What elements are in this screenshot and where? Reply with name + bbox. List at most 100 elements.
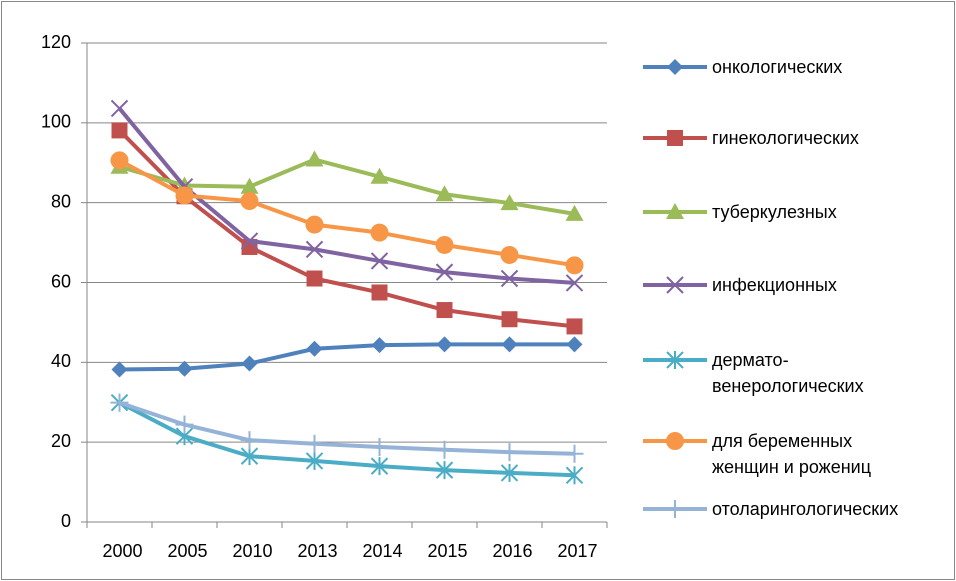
marker bbox=[370, 457, 389, 476]
x-tick-label: 2017 bbox=[557, 541, 597, 561]
y-tick-label: 0 bbox=[61, 511, 71, 531]
marker bbox=[371, 337, 388, 354]
marker bbox=[435, 461, 454, 480]
legend-label: инфекционных bbox=[712, 275, 837, 295]
marker bbox=[666, 500, 684, 518]
marker bbox=[111, 122, 128, 139]
marker-shape bbox=[371, 337, 388, 354]
marker-shape bbox=[110, 99, 129, 118]
marker-shape bbox=[111, 122, 128, 139]
legend-label: дермато- венерологических bbox=[712, 350, 864, 396]
marker-shape bbox=[435, 263, 454, 281]
marker-shape bbox=[370, 223, 389, 242]
y-tick-label: 40 bbox=[51, 351, 71, 371]
marker bbox=[501, 311, 518, 328]
legend-label: отоларингологических bbox=[712, 499, 899, 519]
x-tick-label: 2010 bbox=[232, 541, 272, 561]
marker-shape bbox=[501, 336, 518, 353]
y-tick-label: 20 bbox=[51, 431, 71, 451]
marker-shape bbox=[566, 318, 583, 335]
marker-shape bbox=[435, 235, 454, 254]
marker bbox=[565, 256, 584, 275]
marker-shape bbox=[565, 204, 584, 221]
marker bbox=[240, 431, 259, 450]
x-tick-label: 2005 bbox=[167, 541, 207, 561]
marker bbox=[565, 204, 584, 221]
marker bbox=[435, 263, 454, 281]
marker-shape bbox=[566, 336, 583, 353]
marker-shape bbox=[306, 340, 323, 357]
series-line bbox=[119, 342, 575, 372]
marker-shape bbox=[305, 240, 324, 259]
marker bbox=[176, 360, 193, 377]
legend-label: онкологических bbox=[712, 57, 843, 77]
marker bbox=[370, 252, 389, 270]
marker bbox=[500, 269, 519, 288]
marker bbox=[371, 284, 388, 301]
x-tick-label: 2015 bbox=[427, 541, 467, 561]
legend-label: для беременных женщин и рожениц bbox=[712, 431, 872, 477]
marker bbox=[666, 351, 684, 369]
marker-shape bbox=[667, 59, 683, 75]
marker bbox=[666, 203, 684, 219]
y-tick-label: 80 bbox=[51, 191, 71, 211]
marker-shape bbox=[667, 130, 683, 146]
marker-shape bbox=[370, 252, 389, 270]
series-line bbox=[118, 400, 575, 456]
marker-shape bbox=[565, 274, 584, 292]
marker bbox=[305, 434, 324, 453]
marker-shape bbox=[666, 432, 684, 450]
marker bbox=[435, 440, 454, 459]
marker-shape bbox=[371, 284, 388, 301]
marker bbox=[240, 447, 259, 466]
marker-shape bbox=[500, 194, 519, 211]
marker bbox=[370, 167, 389, 184]
marker-shape bbox=[435, 185, 454, 202]
marker bbox=[500, 245, 519, 264]
marker bbox=[500, 194, 519, 211]
marker bbox=[110, 151, 129, 170]
marker-shape bbox=[370, 167, 389, 184]
legend-label: гинекологических bbox=[712, 128, 859, 148]
marker-shape bbox=[241, 355, 258, 372]
marker bbox=[435, 235, 454, 254]
marker-shape bbox=[666, 203, 684, 219]
x-tick-label: 2014 bbox=[362, 541, 402, 561]
marker bbox=[565, 466, 584, 485]
marker bbox=[240, 232, 259, 250]
marker bbox=[175, 186, 194, 205]
series-line bbox=[118, 400, 575, 478]
marker bbox=[666, 432, 684, 450]
marker-shape bbox=[240, 177, 259, 194]
marker bbox=[305, 150, 324, 167]
y-tick-label: 100 bbox=[41, 112, 71, 132]
marker bbox=[436, 336, 453, 353]
marker bbox=[565, 444, 584, 463]
marker bbox=[666, 276, 684, 294]
marker-shape bbox=[240, 232, 259, 250]
marker bbox=[370, 437, 389, 456]
marker bbox=[111, 361, 128, 378]
marker bbox=[500, 443, 519, 462]
marker bbox=[110, 99, 129, 118]
marker bbox=[501, 336, 518, 353]
x-tick-label: 2013 bbox=[297, 541, 337, 561]
marker bbox=[305, 215, 324, 234]
marker bbox=[110, 393, 129, 412]
marker-shape bbox=[666, 276, 684, 294]
marker-shape bbox=[306, 270, 323, 287]
marker-shape bbox=[305, 150, 324, 167]
series-line bbox=[118, 157, 575, 216]
marker bbox=[240, 192, 259, 211]
marker bbox=[305, 451, 324, 470]
marker-shape bbox=[500, 269, 519, 288]
marker-shape bbox=[110, 151, 129, 170]
y-tick-label: 120 bbox=[41, 32, 71, 52]
marker bbox=[566, 318, 583, 335]
marker bbox=[667, 59, 683, 75]
marker bbox=[370, 223, 389, 242]
marker-shape bbox=[436, 302, 453, 319]
